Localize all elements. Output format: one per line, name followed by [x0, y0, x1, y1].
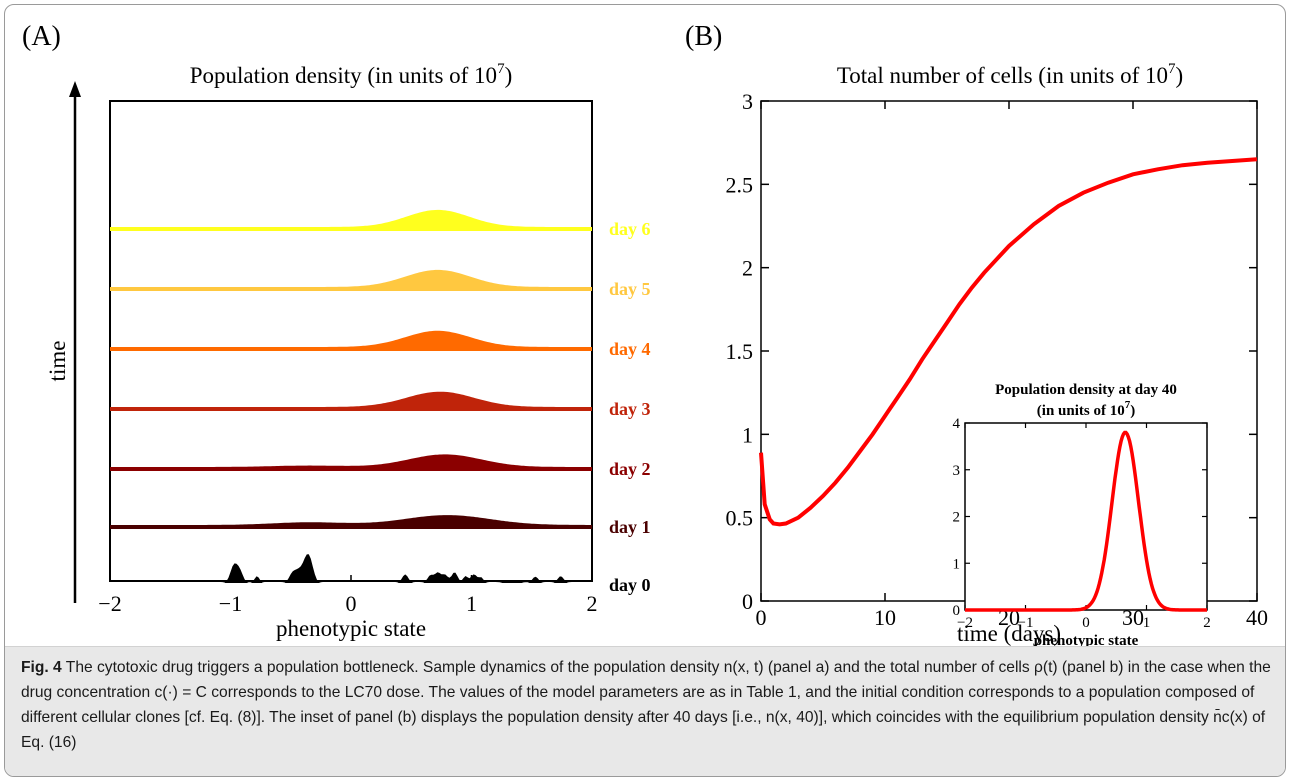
day-label-0: day 0 — [609, 575, 651, 595]
density-area-day-4 — [110, 330, 592, 351]
panel-a-label: (A) — [22, 21, 61, 52]
panel-a-day-labels: day 0 day 1 day 2 day 3 day 4 day 5 day 6 — [609, 219, 651, 595]
time-axis-arrowhead — [69, 81, 81, 97]
panel-a-x-tick-label: 1 — [466, 591, 477, 616]
panel-a-x-ticks: −2 −1 0 1 2 — [98, 575, 598, 616]
inset-plot-frame — [964, 422, 1208, 611]
panel-b-x-tick-label: 0 — [756, 605, 767, 630]
panel-a: (A) Population density (in units of 107)… — [22, 21, 651, 641]
inset-y-tick-label: 3 — [953, 463, 961, 479]
panel-a-x-tick-label: −1 — [219, 591, 242, 616]
panel-b-y-tick-label: 2 — [742, 256, 753, 281]
panel-b-xlabel: time (days) — [957, 621, 1061, 646]
day-label-4: day 4 — [609, 339, 651, 359]
panel-b-y-tick-label: 1.5 — [726, 339, 754, 364]
density-area-day-6 — [110, 209, 592, 231]
inset: Population density at day 40 (in units o… — [953, 382, 1211, 646]
total-cells-line — [759, 157, 1258, 527]
figure-svg: (A) Population density (in units of 107)… — [22, 21, 1268, 646]
inset-ticks: 0 1 2 3 4 −2 −1 0 1 2 — [953, 416, 1211, 631]
panel-a-title: Population density (in units of 107) — [190, 61, 512, 88]
panel-b-x-tick-label: 30 — [1122, 605, 1144, 630]
density-area-day-2 — [110, 454, 592, 471]
inset-x-tick-label: −1 — [1018, 615, 1034, 631]
panel-a-x-tick-label: 0 — [346, 591, 357, 616]
panel-b-y-tick-label: 1 — [742, 422, 753, 447]
inset-x-tick-label: 2 — [1203, 615, 1211, 631]
figure-caption: Fig. 4 The cytotoxic drug triggers a pop… — [21, 655, 1273, 755]
panel-a-areas — [110, 209, 592, 583]
panel-b-x-tick-label: 40 — [1246, 605, 1268, 630]
day-label-2: day 2 — [609, 459, 651, 479]
day-label-5: day 5 — [609, 279, 651, 299]
panel-a-x-tick-label: −2 — [98, 591, 121, 616]
density-area-day-1 — [110, 515, 592, 529]
panel-b-title: Total number of cells (in units of 107) — [837, 61, 1183, 88]
inset-density-line — [965, 430, 1207, 612]
panel-a-plot-frame — [109, 100, 593, 582]
day-label-6: day 6 — [609, 219, 651, 239]
inset-x-tick-label: −2 — [957, 615, 973, 631]
inset-title-line1: Population density at day 40 — [995, 382, 1177, 398]
panel-a-xlabel: phenotypic state — [276, 616, 426, 641]
panel-a-x-tick-label: 2 — [587, 591, 598, 616]
panel-b-y-tick-label: 2.5 — [726, 172, 754, 197]
density-area-day-5 — [110, 269, 592, 291]
panel-b: (B) Total number of cells (in units of 1… — [685, 21, 1268, 646]
caption-text: The cytotoxic drug triggers a population… — [21, 659, 1271, 751]
day-label-1: day 1 — [609, 517, 651, 537]
caption-area: Fig. 4 The cytotoxic drug triggers a pop… — [5, 646, 1285, 776]
panel-b-y-tick-label: 0 — [742, 589, 753, 614]
panel-b-x-tick-label: 10 — [874, 605, 896, 630]
inset-x-tick-label: 1 — [1143, 615, 1151, 631]
inset-x-tick-label: 0 — [1082, 615, 1090, 631]
caption-figure-label: Fig. 4 — [21, 659, 62, 676]
inset-y-tick-label: 4 — [953, 416, 961, 432]
figure-frame: (A) Population density (in units of 107)… — [4, 4, 1286, 777]
panel-b-y-tick-label: 3 — [742, 89, 753, 114]
inset-y-tick-label: 2 — [953, 510, 961, 526]
inset-title-line2: (in units of 107) — [1037, 399, 1135, 419]
panel-b-y-tick-label: 0.5 — [726, 506, 754, 531]
inset-y-tick-label: 0 — [953, 603, 961, 619]
inset-y-tick-label: 1 — [953, 556, 961, 572]
day-label-3: day 3 — [609, 399, 651, 419]
inset-xlabel: phenotypic state — [1034, 633, 1139, 646]
panel-b-label: (B) — [685, 21, 722, 52]
density-area-day-3 — [110, 391, 592, 411]
panel-a-ylabel: time — [45, 341, 70, 382]
